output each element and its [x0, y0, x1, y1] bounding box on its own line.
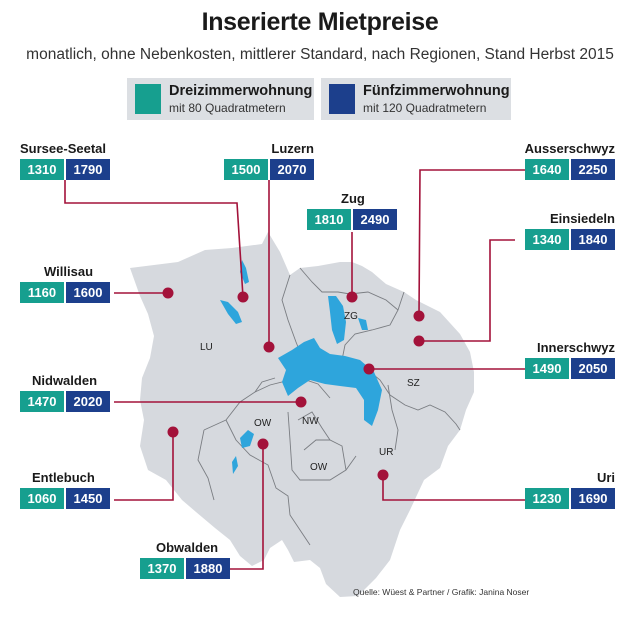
price-five-room: 1690 [571, 488, 615, 509]
region-name: Zug [341, 191, 365, 206]
price-three-room: 1310 [20, 159, 64, 180]
canton-label-ow-west: OW [254, 418, 272, 429]
marker-entlebuch [167, 426, 179, 438]
region-name: Obwalden [156, 540, 219, 555]
markers [162, 287, 425, 481]
marker-innerschwyz [363, 363, 375, 375]
land-area [130, 232, 474, 597]
price-five-room: 2250 [571, 159, 615, 180]
marker-ausserschwyz [413, 310, 425, 322]
lake-sempach [220, 300, 242, 324]
region-name: Ausserschwyz [524, 141, 615, 156]
region-name: Uri [596, 470, 615, 485]
canton-borders [197, 267, 461, 546]
region-name: Innerschwyz [536, 340, 615, 355]
price-three-room: 1060 [20, 488, 64, 509]
canton-label-ow-east: OW [310, 462, 328, 473]
legend-swatch-three-room [135, 84, 161, 114]
marker-sursee-seetal [237, 291, 249, 303]
leader-sursee-seetal [64, 180, 244, 298]
price-five-room: 1840 [571, 229, 615, 250]
map-title: Inserierte Mietpreise [201, 8, 439, 36]
price-three-room: 1470 [20, 391, 64, 412]
legend-five-room: Fünfzimmerwohnung mit 120 Quadratmetern [321, 78, 511, 120]
lake-lungern [232, 456, 238, 474]
leader-einsiedeln [419, 239, 515, 342]
canton-label-sz: SZ [407, 378, 420, 389]
marker-uri [377, 469, 389, 481]
marker-nidwalden [295, 396, 307, 408]
canton-label-zg: ZG [344, 311, 358, 322]
region-name: Entlebuch [32, 470, 95, 485]
price-three-room: 1640 [525, 159, 569, 180]
lake-aegeri [358, 318, 368, 330]
marker-zug [346, 291, 358, 303]
lake-baldegg [240, 260, 249, 284]
lakes [220, 260, 382, 474]
region-name: Willisau [44, 264, 94, 279]
leader-uri [382, 475, 525, 501]
price-five-room: 1790 [66, 159, 110, 180]
marker-luzern [263, 341, 275, 353]
price-three-room: 1500 [224, 159, 268, 180]
legend-sub-five-room: mit 120 Quadratmetern [363, 101, 487, 115]
leader-obwalden [230, 444, 264, 570]
region-name: Einsiedeln [549, 211, 615, 226]
leader-entlebuch [114, 432, 174, 501]
marker-obwalden [257, 438, 269, 450]
leader-ausserschwyz [418, 169, 525, 317]
price-five-room: 2050 [571, 358, 615, 379]
map-subtitle: monatlich, ohne Nebenkosten, mittlerer S… [26, 46, 614, 63]
leader-lines [64, 169, 525, 570]
legend-title-three-room: Dreizimmerwohnung [169, 83, 313, 99]
legend-swatch-five-room [329, 84, 355, 114]
price-three-room: 1230 [525, 488, 569, 509]
price-five-room: 2070 [270, 159, 314, 180]
legend-three-room: Dreizimmerwohnung mit 80 Quadratmetern [127, 78, 314, 120]
price-five-room: 1450 [66, 488, 110, 509]
source-credit: Quelle: Wüest & Partner / Grafik: Janina… [353, 587, 530, 597]
price-three-room: 1490 [525, 358, 569, 379]
price-five-room: 2020 [66, 391, 110, 412]
price-three-room: 1810 [307, 209, 351, 230]
price-five-room: 2490 [353, 209, 397, 230]
lake-zug [328, 296, 346, 344]
price-five-room: 1880 [186, 558, 230, 579]
lake-sarnen [240, 430, 254, 448]
canton-label-lu: LU [200, 342, 213, 353]
price-five-room: 1600 [66, 282, 110, 303]
marker-willisau [162, 287, 174, 299]
region-name: Luzern [271, 141, 314, 156]
price-three-room: 1340 [525, 229, 569, 250]
marker-einsiedeln [413, 335, 425, 347]
legend-title-five-room: Fünfzimmerwohnung [363, 83, 510, 99]
canton-label-ur: UR [379, 447, 393, 458]
price-three-room: 1370 [140, 558, 184, 579]
region-name: Sursee-Seetal [20, 141, 106, 156]
lake-lucerne [278, 338, 382, 426]
price-three-room: 1160 [20, 282, 64, 303]
legend-sub-three-room: mit 80 Quadratmetern [169, 101, 286, 115]
canton-label-nw: NW [302, 416, 319, 427]
region-name: Nidwalden [32, 373, 98, 388]
